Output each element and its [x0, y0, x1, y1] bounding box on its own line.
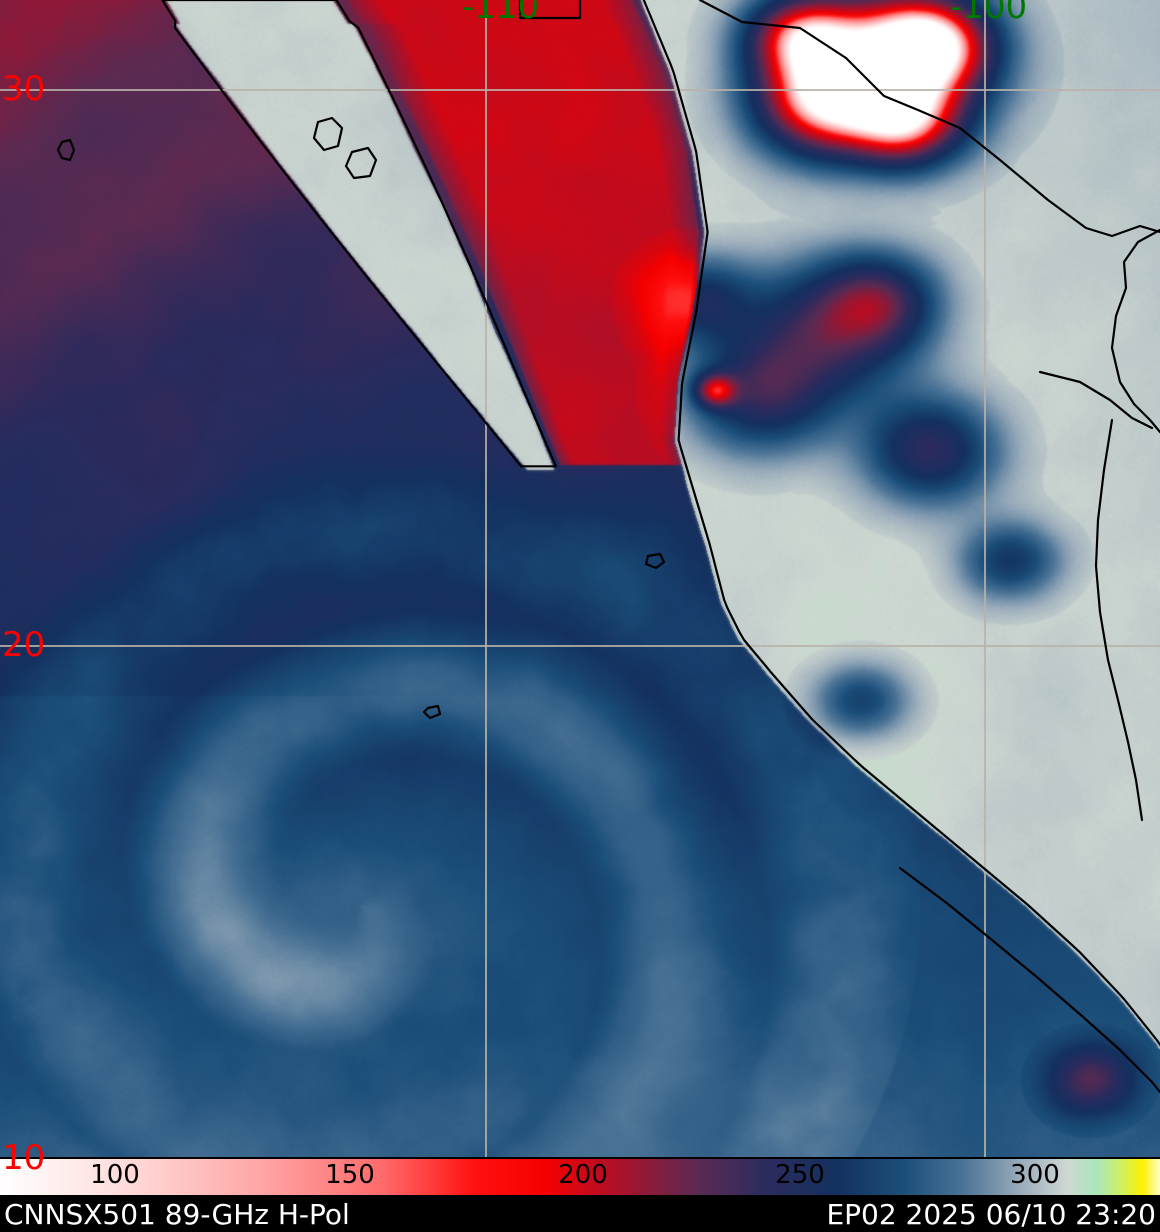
colorbar-tick-300: 300: [1010, 1160, 1060, 1190]
colorbar-tick-100: 100: [90, 1160, 140, 1190]
lat-label-10: 10: [2, 1138, 46, 1178]
lat-label-30: 30: [2, 69, 46, 109]
colorbar-tick-150: 150: [325, 1160, 375, 1190]
satellite-image-map[interactable]: [0, 0, 1160, 1160]
lat-label-20: 20: [2, 625, 46, 665]
lon-label-100: -100: [950, 0, 1028, 27]
storm-timestamp-label: EP02 2025 06/10 23:20: [826, 1198, 1156, 1231]
colorbar-tick-250: 250: [775, 1160, 825, 1190]
footer-bar: CNNSX501 89-GHz H-Pol EP02 2025 06/10 23…: [0, 1197, 1160, 1232]
brightness-temperature-colorbar[interactable]: [0, 1159, 1160, 1195]
colorbar-tick-200: 200: [558, 1160, 608, 1190]
lon-label-110: -110: [462, 0, 540, 27]
brightness-temperature-raster: [0, 0, 1160, 1160]
sensor-channel-label: CNNSX501 89-GHz H-Pol: [4, 1198, 350, 1231]
colorbar-container: 100 150 200 250 300: [0, 1157, 1160, 1197]
